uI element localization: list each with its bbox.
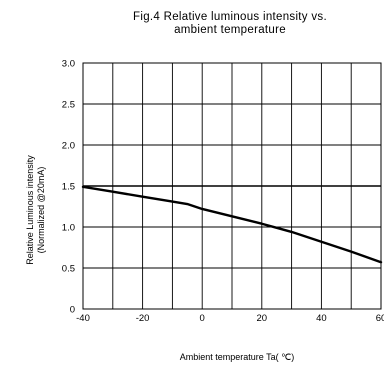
- y-tick-label-4: 2.0: [62, 141, 75, 152]
- x-tick-label-0: -40: [76, 313, 90, 324]
- y-tick-label-6: 3.0: [62, 59, 75, 70]
- x-tick-label-5: 60: [376, 313, 384, 324]
- x-tick-label-3: 20: [257, 313, 268, 324]
- chart-subtitle: ambient temperature: [174, 24, 286, 36]
- y-tick-label-5: 2.5: [62, 100, 75, 111]
- plot-frame: [82, 62, 382, 310]
- x-tick-label-1: -20: [136, 313, 150, 324]
- series-layer: [81, 185, 383, 264]
- y-axis-label: Relative Luminous intensity: [25, 155, 35, 265]
- series-line-0: [81, 185, 383, 264]
- y-tick-label-3: 1.5: [62, 182, 75, 193]
- y-tick-label-0: 0: [70, 305, 75, 316]
- chart-title: Fig.4 Relative luminous intensity vs.: [133, 11, 327, 23]
- y-axis-label-unit: (Normalized @20mA): [36, 167, 46, 254]
- x-tick-label-2: 0: [200, 313, 205, 324]
- x-tick-label-4: 40: [316, 313, 327, 324]
- y-tick-label-1: 0.5: [62, 264, 75, 275]
- x-axis-label: Ambient temperature Ta( ℃): [180, 352, 295, 362]
- y-tick-label-2: 1.0: [62, 223, 75, 234]
- tick-label-layer: -40 -20 0 20 40 60 0 0.5 1.0 1.5 2.0 2.5 3.0: [62, 59, 384, 325]
